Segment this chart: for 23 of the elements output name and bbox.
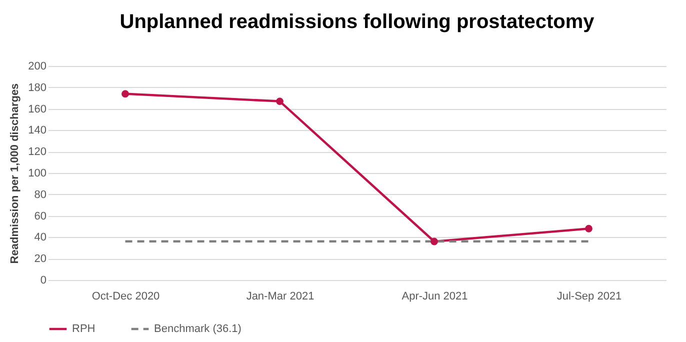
point [276, 98, 284, 106]
y-tick-label: 200 [28, 60, 46, 72]
y-axis-title: Readmission per 1,000 discharges [9, 83, 22, 264]
y-tick-label: 160 [28, 103, 46, 116]
y-tick-label: 140 [28, 124, 46, 137]
x-tick-label: Oct-Dec 2020 [92, 290, 160, 302]
x-tick-label: Apr-Jun 2021 [402, 290, 468, 302]
point [430, 238, 438, 246]
legend-label: RPH [72, 323, 96, 335]
x-tick-label: Jul-Sep 2021 [556, 290, 622, 302]
y-tick-label: 120 [28, 146, 46, 158]
y-tick-label: 60 [34, 210, 46, 222]
point [585, 224, 592, 232]
legend-label: Benchmark (36.1) [154, 323, 242, 335]
y-tick-label: 80 [34, 188, 46, 201]
y-tick-label: 180 [28, 82, 46, 94]
y-tick-label: 40 [34, 232, 46, 244]
x-tick-label: Jan-Mar 2021 [246, 290, 314, 302]
y-tick-label: 0 [40, 274, 46, 286]
y-tick-label: 100 [28, 168, 46, 180]
chart-title: Unplanned readmissions following prostatectomy [120, 11, 596, 33]
y-tick-label: 20 [34, 253, 46, 266]
point [122, 90, 129, 98]
